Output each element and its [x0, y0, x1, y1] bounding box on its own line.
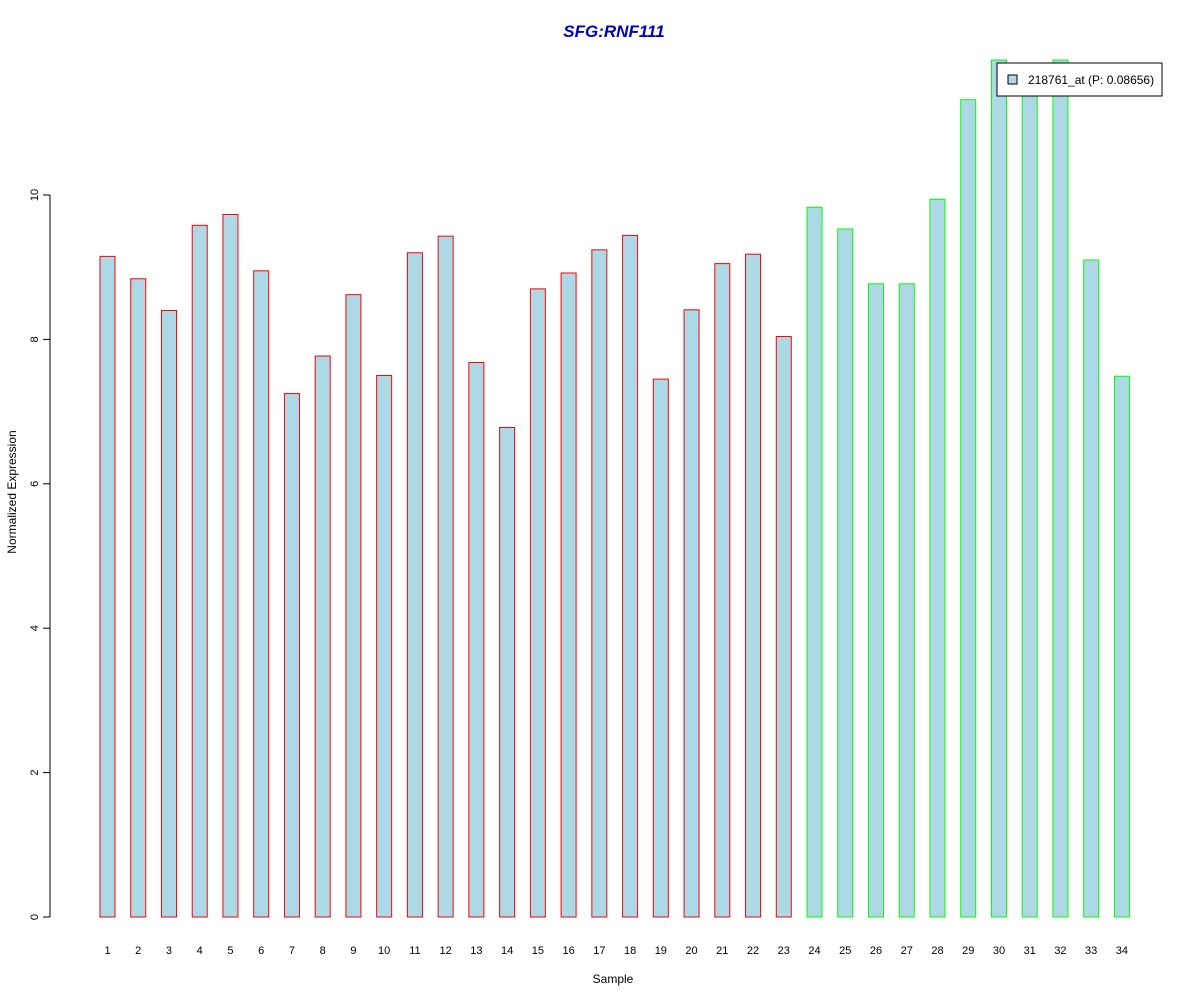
- bar-sample-16: [560, 272, 577, 918]
- x-tick-label: 31: [1024, 945, 1036, 957]
- legend-box: [996, 62, 1163, 97]
- x-tick-label: 27: [901, 945, 913, 957]
- bar-sample-4: [191, 224, 208, 918]
- bars: [99, 59, 1130, 918]
- x-tick-label: 10: [378, 945, 390, 957]
- x-tick-label: 34: [1116, 945, 1128, 957]
- bar-sample-25: [837, 228, 854, 918]
- x-tick-label: 18: [624, 945, 636, 957]
- x-tick-label: 24: [808, 945, 820, 957]
- bar-sample-10: [376, 375, 393, 918]
- x-tick-label: 22: [747, 945, 759, 957]
- x-tick-label: 13: [470, 945, 482, 957]
- x-tick-label: 12: [440, 945, 452, 957]
- x-tick-label: 21: [716, 945, 728, 957]
- y-tick-label: 6: [29, 481, 41, 487]
- x-tick-label: 33: [1085, 945, 1097, 957]
- bar-sample-12: [437, 235, 454, 918]
- chart-title: SFG:RNF111: [563, 22, 664, 41]
- x-tick-label: 11: [409, 945, 420, 957]
- x-tick-label: 5: [227, 945, 233, 957]
- x-tick-label: 19: [655, 945, 667, 957]
- bar-sample-34: [1113, 375, 1130, 918]
- x-tick-label: 6: [258, 945, 264, 957]
- bar-sample-27: [898, 283, 915, 918]
- x-tick-label: 28: [931, 945, 943, 957]
- x-tick-label: 7: [289, 945, 295, 957]
- x-tick-labels: 1 2 3 4 5 6 7 8 9 10 11 12 13 14 15 16 17 18 19 20 21 22 23 24 2…: [104, 945, 1128, 957]
- y-tick-label: 10: [29, 189, 41, 201]
- bar-sample-9: [345, 294, 362, 918]
- x-tick-label: 14: [501, 945, 513, 957]
- x-tick-label: 1: [104, 945, 110, 957]
- x-tick-label: 16: [562, 945, 574, 957]
- x-tick-label: 2: [135, 945, 141, 957]
- bar-sample-24: [806, 206, 823, 918]
- x-tick-label: 9: [350, 945, 356, 957]
- bar-sample-23: [775, 336, 792, 918]
- bar-sample-30: [990, 59, 1007, 918]
- y-tick-label: 2: [29, 770, 41, 776]
- x-tick-label: 8: [320, 945, 326, 957]
- x-tick-label: 15: [532, 945, 544, 957]
- bar-sample-17: [591, 249, 608, 918]
- x-tick-label: 26: [870, 945, 882, 957]
- legend: 218761_at (P: 0.08656): [996, 62, 1163, 97]
- y-tick-label: 4: [29, 625, 41, 631]
- bar-sample-15: [529, 288, 546, 918]
- bar-sample-6: [253, 270, 270, 918]
- x-tick-label: 29: [962, 945, 974, 957]
- x-axis-label: Sample: [593, 972, 634, 986]
- y-tick-label: 8: [29, 336, 41, 342]
- bar-sample-28: [929, 198, 946, 918]
- bar-sample-29: [960, 99, 977, 918]
- legend-swatch: [1007, 74, 1018, 85]
- bar-sample-1: [99, 255, 116, 918]
- x-tick-label: 25: [839, 945, 851, 957]
- bar-sample-33: [1083, 259, 1100, 918]
- bar-sample-5: [222, 214, 239, 918]
- bar-sample-3: [160, 310, 177, 918]
- bar-sample-26: [868, 283, 884, 918]
- x-tick-label: 4: [197, 945, 203, 957]
- bar-sample-11: [406, 252, 423, 918]
- bar-sample-13: [468, 362, 485, 918]
- bar-sample-7: [283, 393, 300, 918]
- y-tick-label: 0: [29, 914, 41, 920]
- x-tick-label: 30: [993, 945, 1005, 957]
- x-tick-label: 3: [166, 945, 172, 957]
- bar-sample-32: [1052, 59, 1069, 918]
- y-axis: 0 2 4 6 8 10: [29, 189, 51, 920]
- bar-sample-20: [683, 309, 700, 918]
- legend-label: 218761_at (P: 0.08656): [1028, 73, 1154, 87]
- x-tick-label: 17: [593, 945, 605, 957]
- bar-sample-14: [499, 426, 516, 918]
- bar-sample-31: [1021, 82, 1038, 918]
- x-tick-label: 23: [778, 945, 790, 957]
- x-tick-label: 20: [685, 945, 697, 957]
- bar-sample-19: [652, 378, 669, 918]
- bar-sample-2: [130, 278, 147, 918]
- y-axis-label: Normalized Expression: [5, 430, 19, 553]
- bar-sample-8: [314, 355, 331, 918]
- bar-sample-22: [745, 253, 762, 918]
- bar-sample-18: [622, 234, 639, 918]
- bar-sample-21: [714, 263, 731, 918]
- x-tick-label: 32: [1054, 945, 1066, 957]
